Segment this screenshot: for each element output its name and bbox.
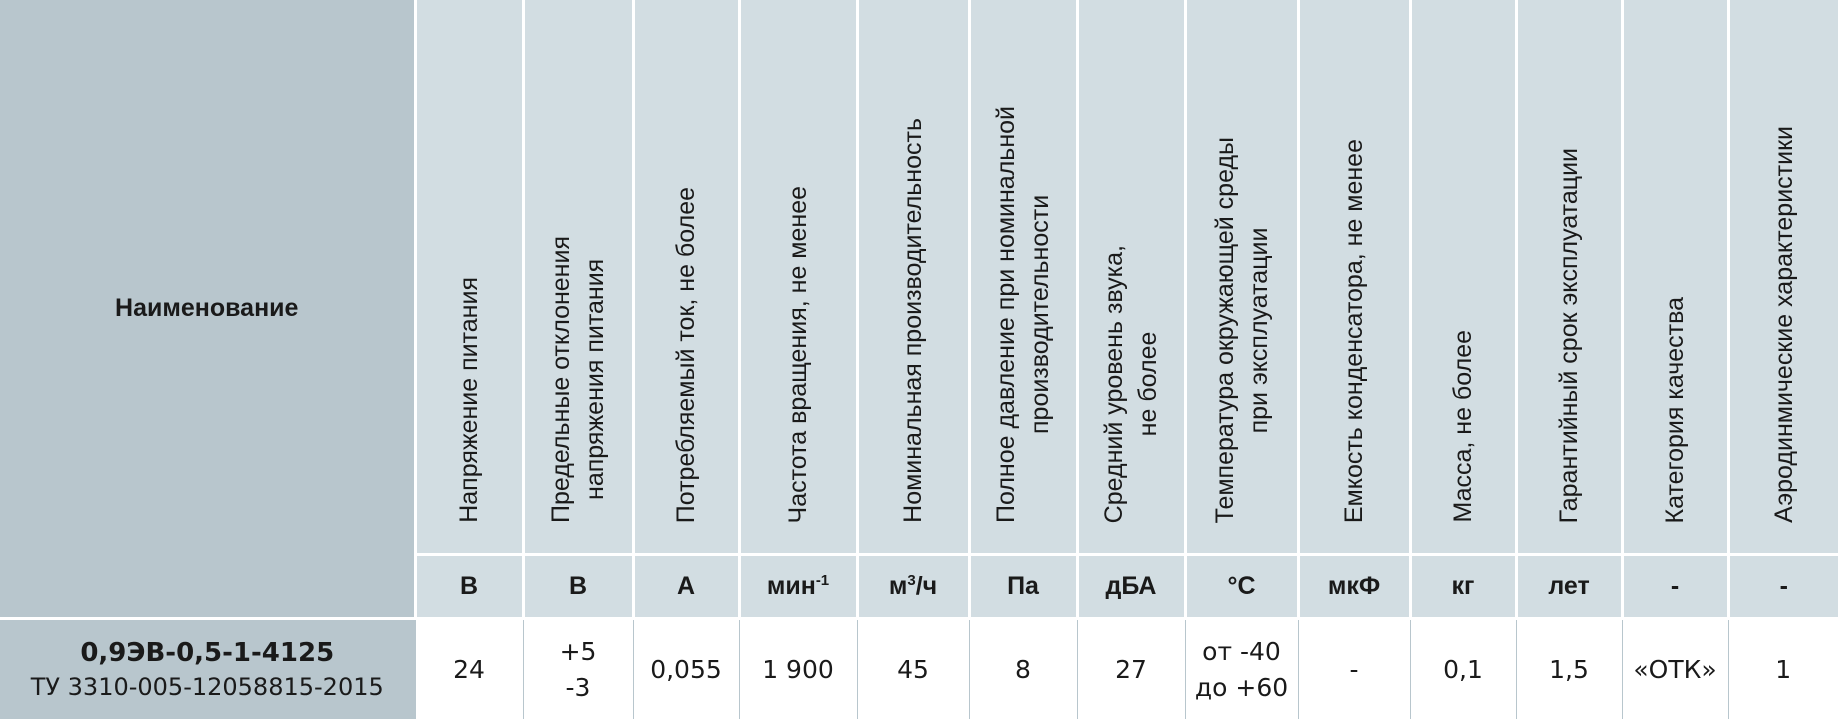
value-cell: от -40 до +60	[1184, 617, 1298, 719]
header-line: Категория качества	[1661, 296, 1689, 523]
value-cell: 1,5	[1515, 617, 1622, 719]
header-line: напряжения питания	[581, 258, 609, 501]
value-cell: 8	[968, 617, 1077, 719]
unit-cell: А	[631, 553, 739, 619]
column-header-noise-level: Средний уровень звука, не более	[1075, 0, 1185, 555]
column-header-temperature: Температура окружающей среды при эксплуат…	[1183, 0, 1298, 555]
unit-cell: -	[1620, 553, 1728, 619]
value-cell: 0,1	[1409, 617, 1516, 719]
header-line: Гарантийный срок эксплуатации	[1555, 147, 1583, 523]
unit-cell: В	[521, 553, 633, 619]
unit-cell: кг	[1408, 553, 1516, 619]
unit-cell: °С	[1183, 553, 1298, 619]
header-line: Номинальная производительность	[899, 118, 927, 523]
header-line: Полное давление при номинальной	[992, 106, 1020, 523]
value-cell: 1 900	[738, 617, 857, 719]
column-header-pressure: Полное давление при номинальной производи…	[967, 0, 1077, 555]
value-cell: «ОТК»	[1621, 617, 1728, 719]
value-cell: 1	[1727, 617, 1838, 719]
header-line: Предельные отклонения	[547, 236, 575, 523]
header-line: Емкость конденсатора, не менее	[1340, 138, 1368, 523]
value-cell: -	[1297, 617, 1410, 719]
value-cell: 0,055	[632, 617, 739, 719]
unit-cell: лет	[1514, 553, 1622, 619]
unit-cell: м3/ч	[855, 553, 969, 619]
name-header-label: Наименование	[115, 294, 299, 322]
header-line: Средний уровень звука,	[1100, 244, 1128, 523]
unit-cell: В	[413, 553, 523, 619]
unit-cell: мкФ	[1296, 553, 1410, 619]
header-line: Потребляемый ток, не более	[672, 186, 700, 523]
header-line: Температура окружающей среды	[1210, 136, 1239, 523]
header-line: производительности	[1026, 194, 1054, 435]
column-header-warranty: Гарантийный срок эксплуатации	[1514, 0, 1622, 555]
header-row: Наименование Напряжение питания Предельн…	[0, 0, 1838, 619]
header-line: Напряжение питания	[455, 277, 483, 523]
header-line: Частота вращения, не менее	[784, 185, 812, 523]
column-header-capacity: Номинальная производительность	[855, 0, 969, 555]
unit-cell: -	[1726, 553, 1838, 619]
header-line: при эксплуатации	[1244, 226, 1273, 433]
value-cell: +5 -3	[522, 617, 633, 719]
column-header-quality-category: Категория качества	[1620, 0, 1728, 555]
column-header-voltage: Напряжение питания	[413, 0, 523, 555]
column-header-rotation-speed: Частота вращения, не менее	[737, 0, 857, 555]
header-line: не более	[1134, 331, 1162, 437]
column-header-capacitor: Емкость конденсатора, не менее	[1296, 0, 1410, 555]
column-header-aerodynamics: Аэродинмические характеристики	[1726, 0, 1838, 555]
header-line: Масса, не более	[1449, 330, 1477, 523]
value-cell: 27	[1076, 617, 1185, 719]
table-row: 0,9ЭВ-0,5-1-4125 ТУ 3310-005-12058815-20…	[0, 617, 1838, 719]
column-header-current: Потребляемый ток, не более	[631, 0, 739, 555]
value-cell: 45	[856, 617, 969, 719]
product-standard: ТУ 3310-005-12058815-2015	[30, 672, 384, 701]
unit-row: В В А мин-1 м3/ч Па дБА °С мкФ кг лет - …	[0, 553, 1838, 619]
product-name-cell: 0,9ЭВ-0,5-1-4125 ТУ 3310-005-12058815-20…	[0, 617, 415, 719]
column-header-voltage-deviation: Предельные отклонения напряжения питания	[521, 0, 633, 555]
unit-cell: Па	[967, 553, 1077, 619]
value-cell: 24	[414, 617, 523, 719]
name-column-header: Наименование	[0, 0, 415, 619]
column-header-mass: Масса, не более	[1408, 0, 1516, 555]
product-model: 0,9ЭВ-0,5-1-4125	[80, 637, 335, 668]
unit-cell: мин-1	[737, 553, 857, 619]
header-line: Аэродинмические характеристики	[1769, 126, 1798, 523]
unit-cell: дБА	[1075, 553, 1185, 619]
